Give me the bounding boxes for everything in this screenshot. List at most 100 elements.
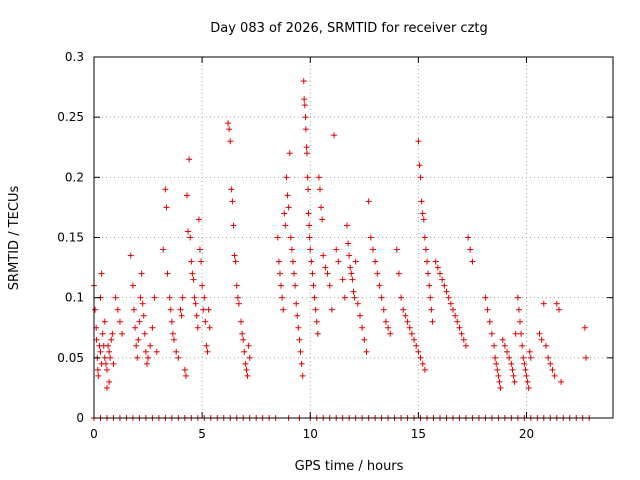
data-point xyxy=(110,360,117,367)
data-point xyxy=(289,258,296,265)
data-point xyxy=(292,282,299,289)
data-point xyxy=(346,252,353,259)
data-point xyxy=(553,300,560,307)
y-tick-label: 0.15 xyxy=(57,231,84,245)
data-point xyxy=(189,270,196,277)
data-point xyxy=(527,354,534,361)
data-point xyxy=(402,312,409,319)
data-point xyxy=(495,372,502,379)
data-point xyxy=(328,306,335,313)
data-point xyxy=(551,372,558,379)
data-point xyxy=(349,276,356,283)
data-point xyxy=(520,354,527,361)
data-point xyxy=(194,324,201,331)
data-point xyxy=(404,318,411,325)
data-point xyxy=(497,384,504,391)
data-point xyxy=(493,360,500,367)
y-tick-label: 0 xyxy=(76,411,84,425)
data-point xyxy=(136,318,143,325)
data-point xyxy=(432,258,439,265)
data-point xyxy=(494,366,501,373)
data-point xyxy=(420,216,427,223)
data-point xyxy=(426,282,433,289)
data-point xyxy=(140,312,147,319)
data-point xyxy=(460,336,467,343)
data-point xyxy=(424,258,431,265)
data-point xyxy=(443,288,450,295)
data-point xyxy=(318,204,325,211)
data-point xyxy=(243,366,250,373)
data-point xyxy=(228,186,235,193)
data-point xyxy=(465,234,472,241)
data-point xyxy=(504,348,511,355)
data-point xyxy=(558,378,565,385)
y-tick-label: 0.3 xyxy=(65,50,84,64)
data-point xyxy=(304,174,311,181)
data-point xyxy=(275,258,282,265)
data-point xyxy=(233,282,240,289)
data-point xyxy=(486,318,493,325)
data-point xyxy=(288,246,295,253)
data-point xyxy=(515,306,522,313)
data-point xyxy=(304,150,311,157)
data-point xyxy=(421,234,428,241)
data-point xyxy=(106,378,113,385)
data-point xyxy=(235,300,242,307)
data-point xyxy=(179,294,186,301)
data-point xyxy=(348,270,355,277)
data-point xyxy=(205,306,212,313)
data-point xyxy=(201,294,208,301)
data-point xyxy=(305,186,312,193)
data-point xyxy=(445,294,452,301)
data-point xyxy=(309,270,316,277)
x-tick-label: 20 xyxy=(519,427,534,441)
data-point xyxy=(294,312,301,319)
data-point xyxy=(105,342,112,349)
data-point xyxy=(103,384,110,391)
data-point xyxy=(506,354,513,361)
data-point xyxy=(462,342,469,349)
data-point xyxy=(300,78,307,85)
data-point xyxy=(454,318,461,325)
data-point xyxy=(163,204,170,211)
data-point xyxy=(314,330,321,337)
data-point xyxy=(142,348,149,355)
data-point xyxy=(177,306,184,313)
axis-ticks: 0 0.05 0.1 0.15 0.2 0.25 0.3 0 5 10 15 20 xyxy=(57,50,613,441)
data-point xyxy=(227,138,234,145)
data-point xyxy=(151,294,158,301)
data-point xyxy=(145,354,152,361)
data-point xyxy=(149,324,156,331)
data-point xyxy=(204,348,211,355)
data-point xyxy=(187,234,194,241)
data-point xyxy=(284,192,291,199)
data-point xyxy=(415,138,422,145)
data-point xyxy=(363,348,370,355)
data-point xyxy=(372,258,379,265)
data-point xyxy=(238,318,245,325)
data-point xyxy=(387,330,394,337)
data-point xyxy=(183,192,190,199)
data-point xyxy=(467,246,474,253)
data-point xyxy=(361,336,368,343)
data-point xyxy=(168,318,175,325)
data-point xyxy=(315,174,322,181)
data-point xyxy=(380,306,387,313)
data-point xyxy=(102,360,109,367)
data-point xyxy=(141,330,148,337)
data-point xyxy=(106,348,113,355)
x-tick-label: 10 xyxy=(303,427,318,441)
data-point xyxy=(319,216,326,223)
data-point xyxy=(326,282,333,289)
data-point xyxy=(324,270,331,277)
data-point xyxy=(369,246,376,253)
data-point xyxy=(164,270,171,277)
data-point xyxy=(97,348,104,355)
data-point xyxy=(296,336,303,343)
data-point xyxy=(417,354,424,361)
data-point xyxy=(285,204,292,211)
x-tick-label: 0 xyxy=(90,427,98,441)
data-point xyxy=(307,246,314,253)
data-point xyxy=(182,372,189,379)
y-tick-label: 0.2 xyxy=(65,170,84,184)
